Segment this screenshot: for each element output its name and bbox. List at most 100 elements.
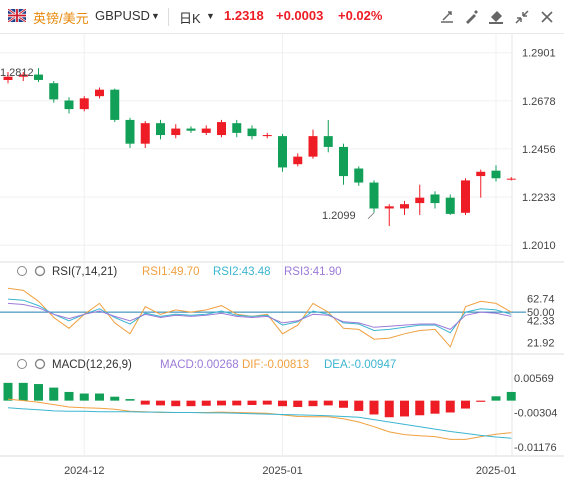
macd-histogram-bar [18, 382, 28, 401]
macd-histogram-bar [34, 384, 43, 401]
macd-histogram-bar [506, 391, 516, 401]
candle-body [369, 182, 379, 209]
candle-body [34, 74, 43, 80]
candle-body [461, 180, 470, 213]
timeframe-selector[interactable]: 日K [179, 11, 201, 26]
draw-tool-icon[interactable] [463, 9, 479, 25]
macd-histogram-bar [95, 393, 104, 401]
candle-body [293, 156, 303, 165]
price-change-percent: +0.02% [338, 8, 383, 23]
chevron-down-icon[interactable]: ▼ [206, 11, 215, 21]
eye-icon [17, 359, 27, 369]
candle-body [79, 98, 89, 110]
macd-histogram-bar [125, 399, 135, 401]
symbol-name[interactable]: 英镑/美元 [33, 11, 89, 26]
macd-histogram-bar [186, 400, 196, 407]
eye-icon [17, 266, 27, 276]
y-tick-label: 1.2010 [522, 240, 556, 252]
macd-histogram-bar [339, 400, 348, 408]
close-icon[interactable] [539, 9, 555, 25]
macd-histogram-bar [247, 400, 257, 405]
macd-histogram-bar [430, 400, 440, 414]
y-tick-label: 1.2678 [522, 96, 556, 108]
rsi-tick-label: 21.92 [527, 338, 555, 350]
macd-histogram-bar [140, 400, 150, 405]
candle-body [49, 83, 59, 100]
y-tick-label: 1.2901 [522, 48, 556, 60]
macd-histogram-bar [201, 400, 211, 406]
rsi-tick-label: 50.00 [527, 307, 555, 319]
macd-tick-label: -0.00304 [514, 408, 557, 420]
candle-body [323, 136, 333, 147]
candle-body [156, 123, 165, 136]
macd-histogram-bar [400, 400, 409, 417]
rsi-legend-item: RSI1:49.70 [142, 266, 200, 278]
macd-legend-item: DIF:-0.00813 [242, 359, 309, 371]
candle-body [217, 122, 226, 136]
macd-histogram-bar [171, 400, 181, 407]
macd-histogram-bar [262, 400, 272, 405]
low-marker [367, 212, 375, 220]
candle-body [308, 136, 318, 157]
rsi-line [7, 298, 512, 334]
collapse-icon[interactable] [514, 9, 530, 25]
macd-histogram-bar [369, 400, 379, 415]
last-price: 1.2318 [224, 8, 264, 23]
macd-histogram-bar [384, 400, 394, 418]
candle-body [201, 128, 211, 133]
macd-histogram-bar [461, 400, 470, 409]
fullscreen-icon[interactable] [439, 9, 455, 25]
low-label: 1.2099 [322, 210, 356, 222]
rsi-legend-item: RSI2:43.48 [213, 266, 271, 278]
flag-icon [7, 8, 27, 23]
macd-dif-line [7, 398, 512, 440]
y-tick-label: 1.2233 [522, 192, 556, 204]
y-tick-label: 1.2456 [522, 144, 556, 156]
gear-icon [34, 265, 46, 277]
candle-body [262, 135, 272, 137]
chevron-down-icon[interactable]: ▼ [151, 11, 160, 21]
candle-body [491, 170, 501, 179]
candle-body [430, 194, 440, 204]
candle-body [384, 206, 394, 209]
chart-area: 1.2901 1.2678 1.2456 1.2233 1.2010 1.2812 1.20… [0, 34, 564, 477]
candle-body [445, 197, 455, 214]
macd-histogram-bar [415, 400, 425, 416]
macd-histogram-bar [323, 400, 333, 406]
macd-histogram-bar [278, 400, 287, 407]
macd-histogram-bar [49, 387, 59, 401]
macd-dea-line [7, 407, 512, 439]
candle-body [232, 123, 242, 133]
x-tick-label: 2024-12 [64, 465, 104, 477]
candle-body [354, 168, 364, 183]
x-tick-label: 2025-01 [262, 465, 302, 477]
macd-histogram-bar [445, 400, 455, 413]
macd-histogram-bar [232, 400, 242, 406]
macd-legend-item: MACD:0.00268 [160, 359, 239, 371]
macd-histogram-bar [64, 391, 74, 401]
symbol-code[interactable]: GBPUSD [95, 8, 150, 23]
candle-body [415, 197, 425, 204]
macd-tick-label: 0.00569 [514, 373, 554, 385]
rsi-line [7, 287, 512, 348]
chart-header: 英镑/美元 GBPUSD ▼ 日K ▼ 1.2318 +0.0003 +0.02… [0, 0, 564, 34]
candle-body [339, 146, 348, 177]
divider [168, 8, 169, 26]
brush-icon[interactable] [488, 9, 504, 25]
price-change: +0.0003 [276, 8, 324, 23]
candle-body [18, 74, 28, 77]
macd-histogram-bar [476, 400, 486, 402]
candle-body [400, 204, 409, 209]
rsi-legend-item: RSI3:41.90 [284, 266, 342, 278]
candle-body [171, 128, 181, 136]
macd-histogram-bar [491, 396, 501, 401]
x-tick-label: 2025-01 [476, 465, 516, 477]
macd-histogram-bar [110, 396, 120, 401]
candle-body [247, 128, 257, 137]
rsi-title: RSI(7,14,21) [52, 266, 117, 278]
candle-body [95, 89, 104, 97]
candle-body [64, 100, 74, 110]
rsi-tick-label: 42.33 [527, 315, 555, 327]
candle-body [110, 89, 120, 120]
candle-body [125, 119, 135, 144]
